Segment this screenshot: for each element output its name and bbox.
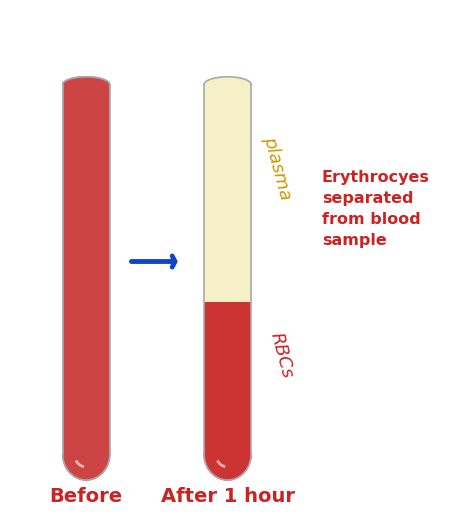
Text: plasma: plasma: [260, 134, 294, 202]
Polygon shape: [204, 77, 251, 85]
Text: Before: Before: [50, 487, 123, 506]
Text: Erythrocyes
separated
from blood
sample: Erythrocyes separated from blood sample: [322, 170, 430, 248]
Text: RBCs: RBCs: [267, 330, 297, 380]
Polygon shape: [63, 77, 110, 85]
FancyBboxPatch shape: [63, 85, 110, 454]
Bar: [204, 85, 251, 302]
Bar: [204, 302, 251, 454]
Text: After 1 hour: After 1 hour: [161, 487, 294, 506]
Polygon shape: [204, 454, 251, 480]
Polygon shape: [63, 454, 110, 480]
